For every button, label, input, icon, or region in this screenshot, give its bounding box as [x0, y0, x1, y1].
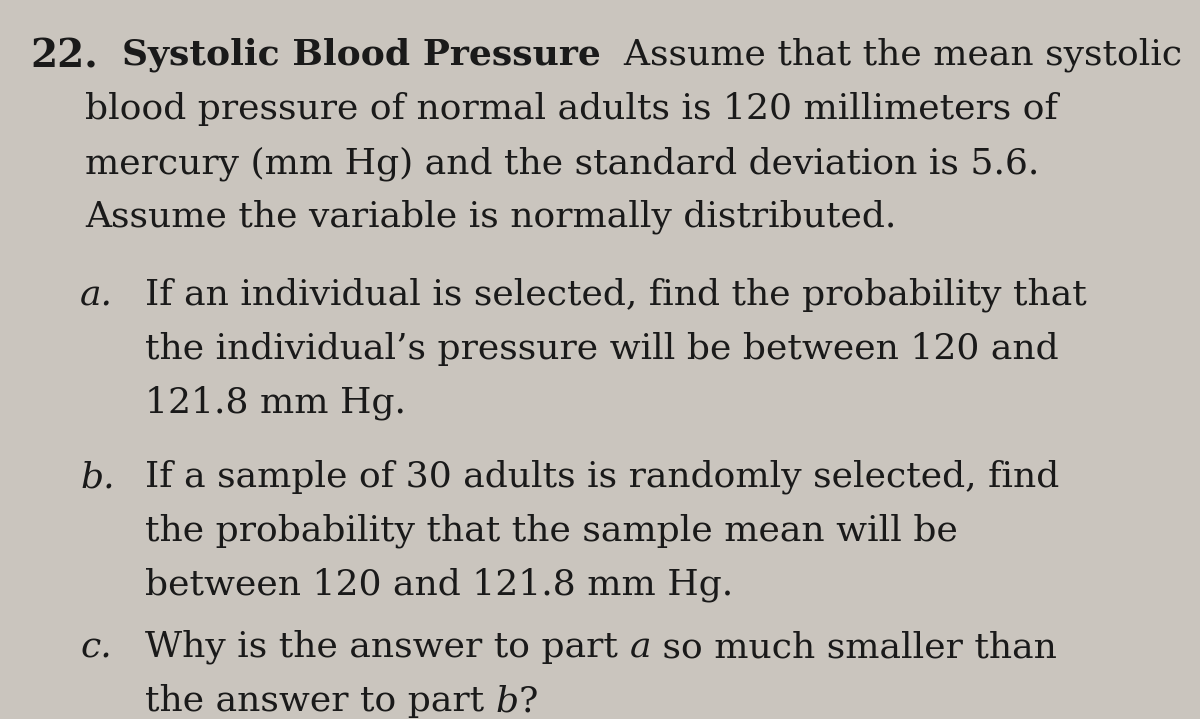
Text: If an individual is selected, find the probability that: If an individual is selected, find the p… — [145, 278, 1087, 313]
Text: If a sample of 30 adults is randomly selected, find: If a sample of 30 adults is randomly sel… — [145, 460, 1060, 495]
Text: the individual’s pressure will be between 120 and: the individual’s pressure will be betwee… — [145, 332, 1058, 366]
Text: so much smaller than: so much smaller than — [650, 630, 1057, 664]
Text: the answer to part: the answer to part — [145, 684, 496, 718]
Text: 121.8 mm Hg.: 121.8 mm Hg. — [145, 386, 406, 421]
Text: c.: c. — [80, 630, 112, 664]
Text: b: b — [496, 684, 518, 718]
Text: between 120 and 121.8 mm Hg.: between 120 and 121.8 mm Hg. — [145, 568, 733, 603]
Text: Systolic Blood Pressure: Systolic Blood Pressure — [122, 38, 601, 73]
Text: the probability that the sample mean will be: the probability that the sample mean wil… — [145, 514, 958, 549]
Text: ?: ? — [518, 684, 538, 718]
Text: a.: a. — [80, 278, 113, 312]
Text: Assume the variable is normally distributed.: Assume the variable is normally distribu… — [85, 200, 896, 234]
Text: mercury (mm Hg) and the standard deviation is 5.6.: mercury (mm Hg) and the standard deviati… — [85, 146, 1039, 180]
Text: Why is the answer to part: Why is the answer to part — [145, 630, 629, 664]
Text: a: a — [629, 630, 650, 664]
Text: 22.: 22. — [30, 38, 97, 76]
Text: blood pressure of normal adults is 120 millimeters of: blood pressure of normal adults is 120 m… — [85, 92, 1058, 126]
Text: b.: b. — [80, 460, 115, 494]
Text: Assume that the mean systolic: Assume that the mean systolic — [601, 38, 1182, 73]
